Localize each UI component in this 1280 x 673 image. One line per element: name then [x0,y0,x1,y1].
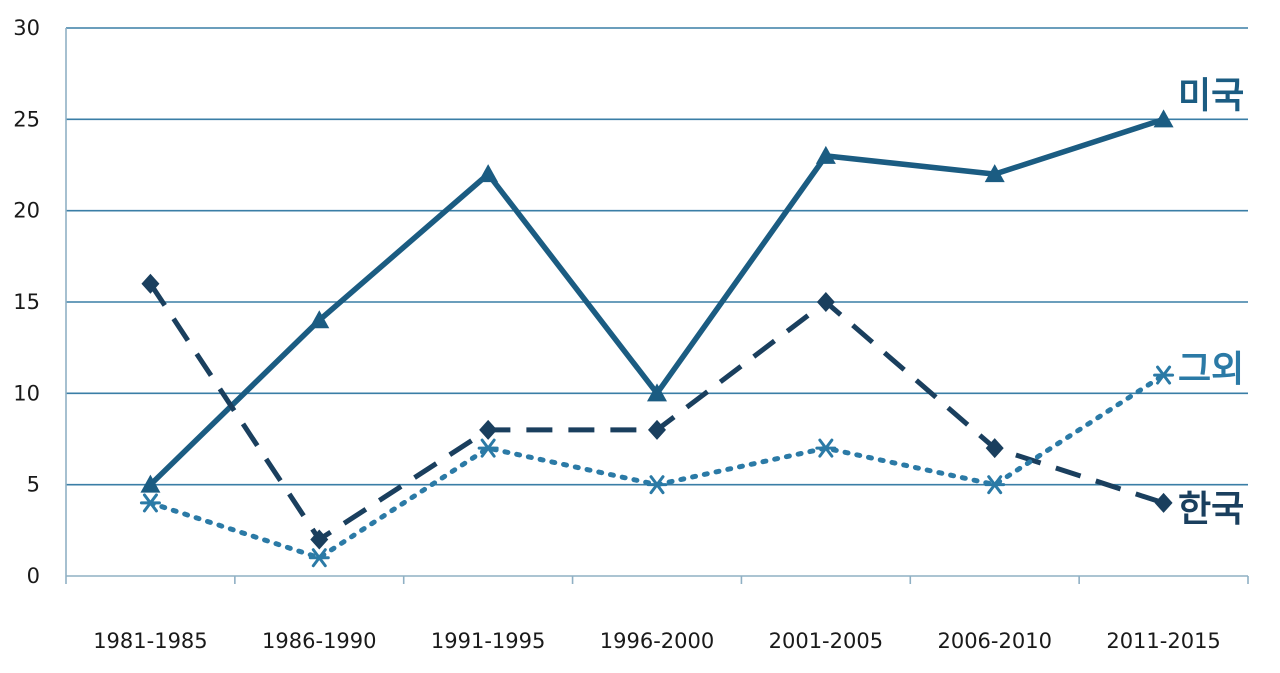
data-point-triangle [1153,109,1174,128]
data-point-triangle [309,310,330,329]
data-point-diamond [648,419,666,440]
data-point-star [646,475,668,495]
series-layer [139,109,1175,568]
x-tick-label: 1996-2000 [600,629,714,653]
x-tick-label: 2011-2015 [1106,629,1220,653]
series-dashed [141,273,1173,550]
star-stroke [1156,365,1172,385]
grid-layer [66,27,1248,486]
y-tick-label: 15 [13,290,40,314]
y-tick-label: 5 [27,473,40,497]
data-point-diamond [985,438,1004,459]
y-tick-label: 25 [13,107,40,131]
data-point-diamond [479,419,498,440]
star-stroke [142,493,158,513]
data-point-star [984,475,1006,495]
y-tick-label: 30 [13,16,40,40]
y-tick-label: 20 [13,199,40,223]
series-label: 미국 [1178,75,1244,116]
data-point-diamond [310,529,329,550]
data-point-star [815,438,837,458]
x-tick-label: 2006-2010 [937,629,1051,653]
data-point-triangle [140,474,161,493]
data-point-star [308,548,330,568]
x-tick-label: 2001-2005 [769,629,883,653]
series-label: 한국 [1178,489,1244,530]
series-label: 그외 [1178,349,1244,390]
star-stroke [480,438,496,458]
x-tick-label: 1981-1985 [93,629,207,653]
y-tick-label: 0 [27,564,40,588]
x-tick-label: 1986-1990 [262,629,376,653]
y-tick-label: 10 [13,381,40,405]
star-stroke [818,438,834,458]
star-stroke [311,548,327,568]
series-solid [140,109,1174,493]
star-stroke [987,475,1003,495]
series-line [147,372,1167,561]
data-point-diamond [816,292,835,312]
data-point-star [139,493,161,513]
axis-layer: 0 5 10 15 20 25 30 1981-1985 1986-1990 1991-1995 1… [13,16,1249,653]
x-tick-label: 1991-1995 [431,629,545,653]
data-point-triangle [647,383,667,402]
data-point-triangle [478,164,499,183]
data-point-star [1153,365,1175,385]
data-point-diamond [141,273,160,294]
star-stroke [649,475,665,495]
data-point-triangle [815,145,836,164]
data-point-diamond [1154,492,1173,513]
data-point-triangle [984,164,1005,183]
series-dotted [139,365,1175,568]
data-point-star [477,438,499,458]
series-line [148,282,1165,542]
